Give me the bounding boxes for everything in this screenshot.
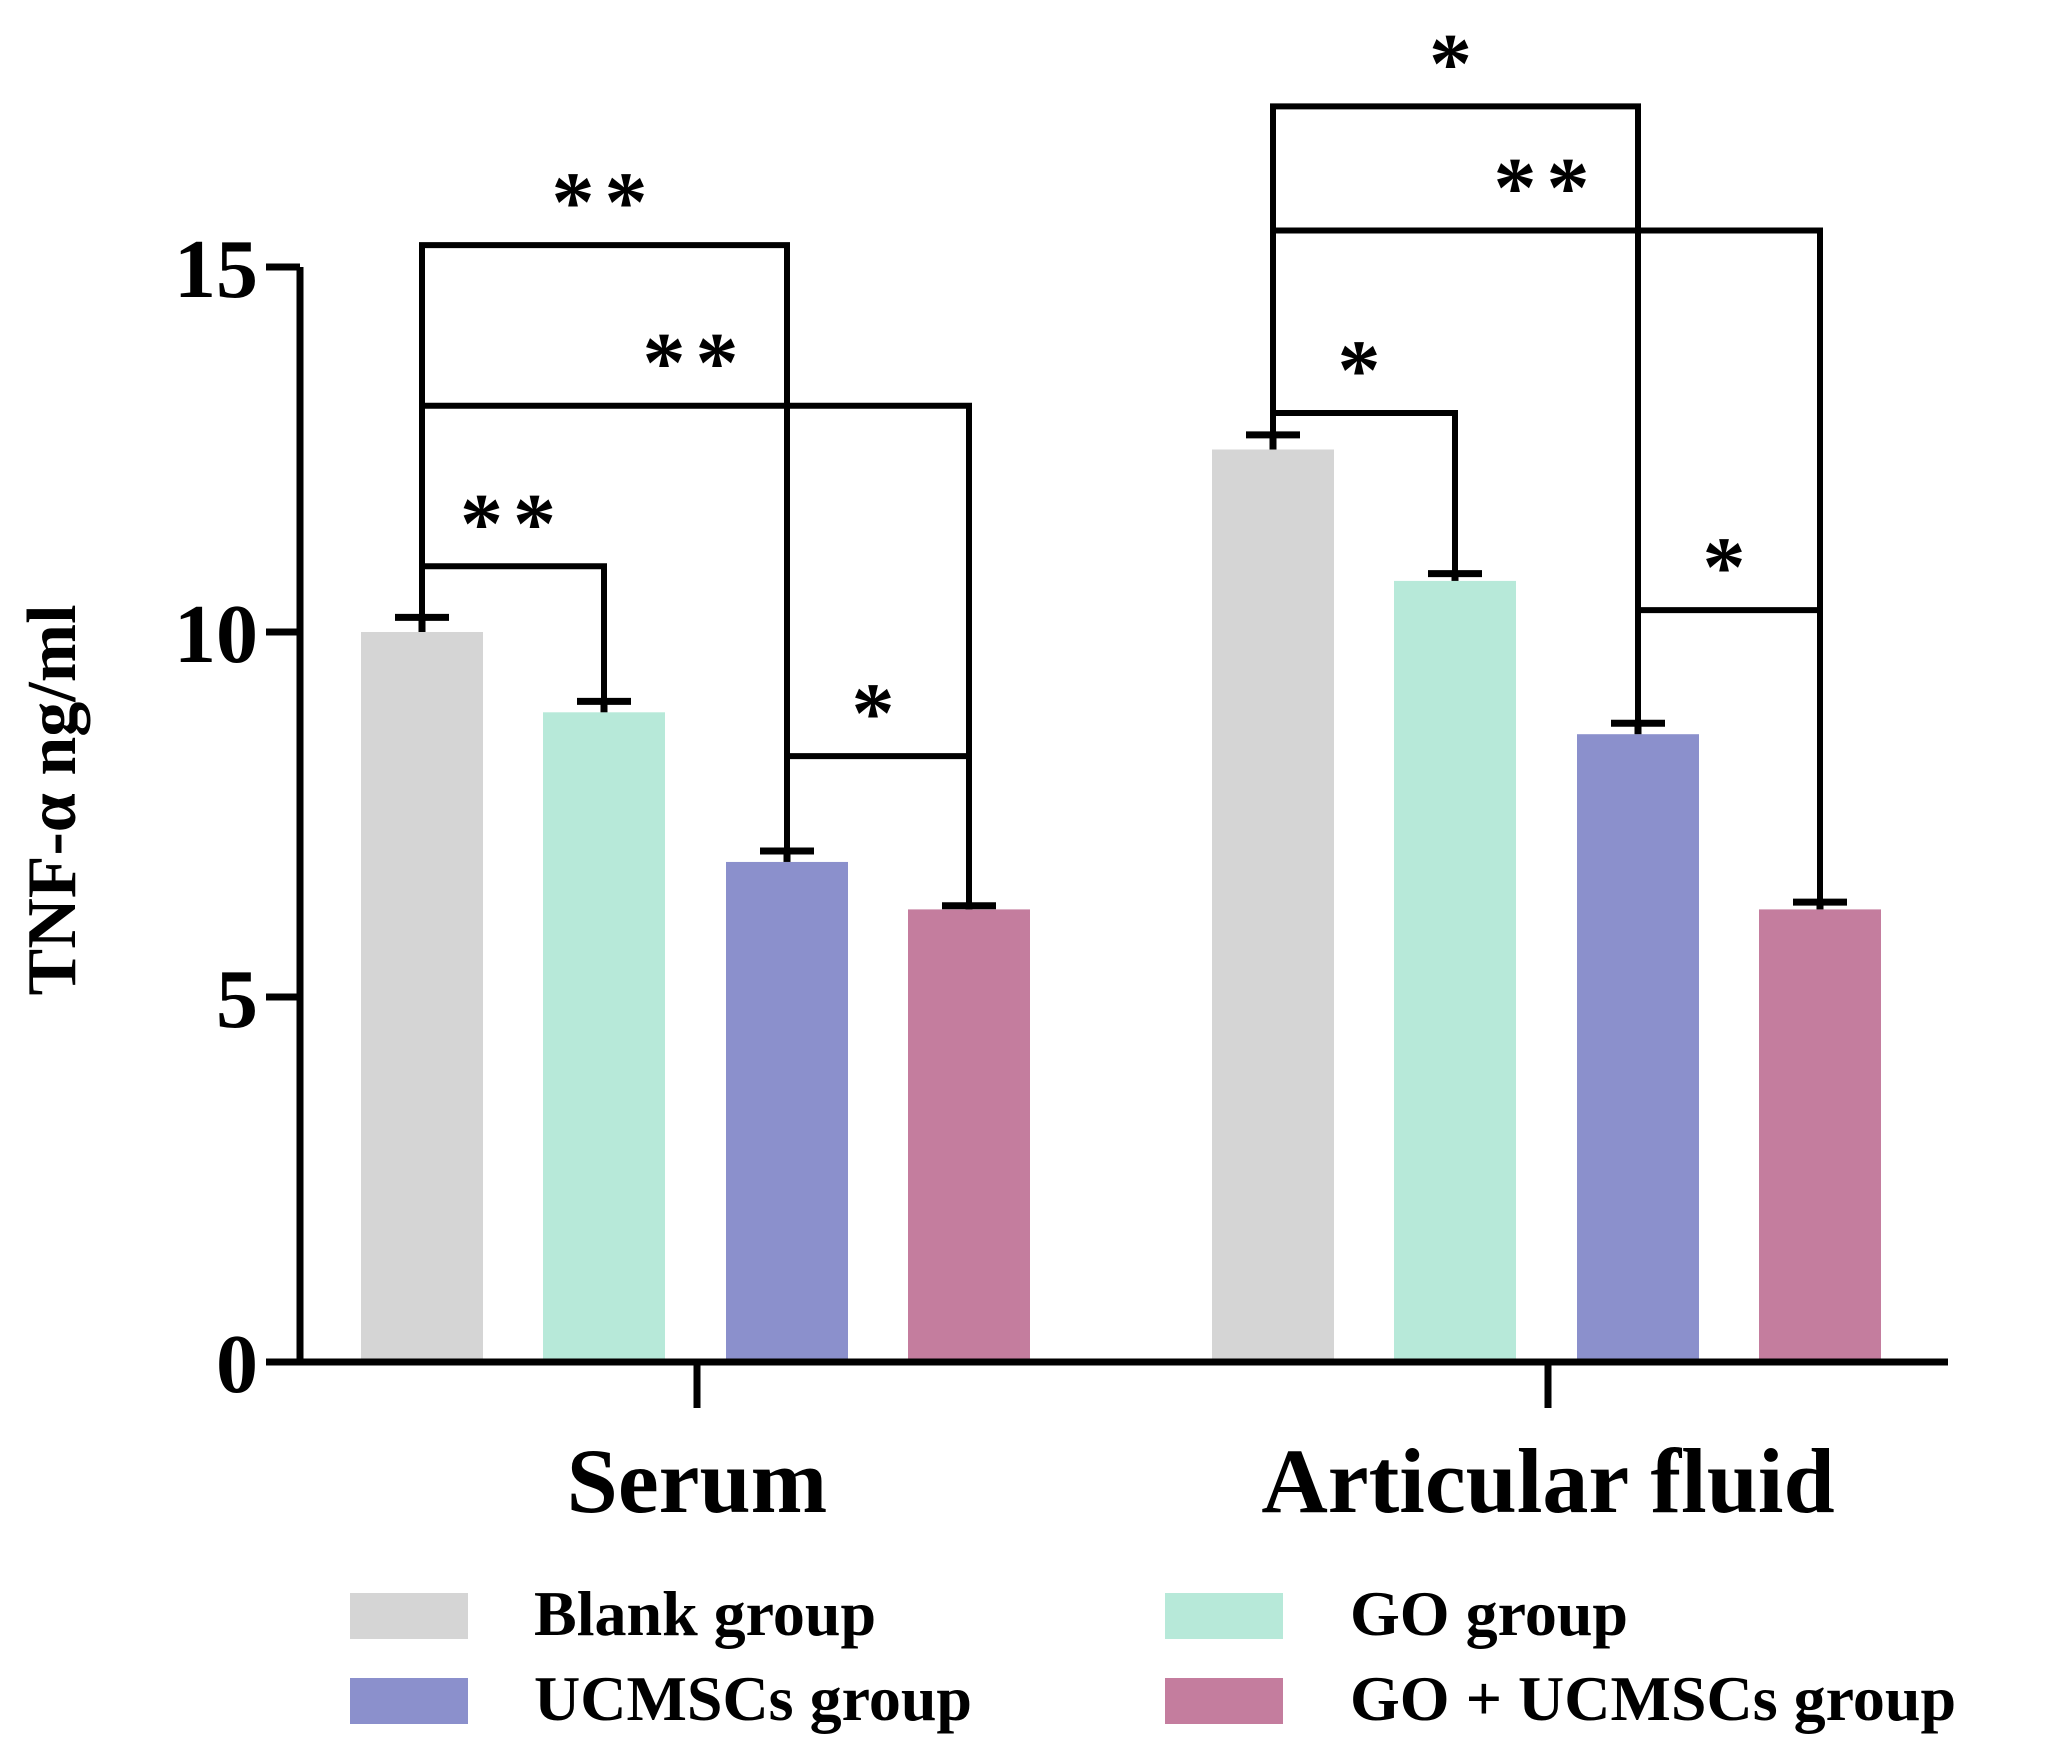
bar-2-1: [1577, 734, 1699, 1362]
significance-bracket-2: [419, 242, 790, 851]
significance-label-1: **: [643, 315, 749, 411]
significance-label-3: *: [852, 665, 905, 761]
significance-label-0: **: [460, 475, 566, 571]
legend-label-0: Blank group: [534, 1578, 876, 1649]
legend-label-2: UCMSCs group: [534, 1663, 972, 1734]
legend-swatch-2: [350, 1678, 468, 1724]
y-tick-label-3: 15: [174, 223, 258, 316]
significance-label-5: **: [1494, 140, 1600, 236]
x-category-label-0: Serum: [567, 1430, 828, 1532]
significance-label-4: *: [1338, 322, 1391, 418]
significance-bracket-3: [784, 753, 972, 906]
legend-swatch-1: [1165, 1593, 1283, 1639]
bar-2-0: [726, 861, 848, 1362]
legend-swatch-3: [1165, 1678, 1283, 1724]
legend-label-3: GO + UCMSCs group: [1350, 1663, 1956, 1734]
legend-swatch-0: [350, 1593, 468, 1639]
bar-0-0: [361, 632, 483, 1362]
significance-label-2: **: [552, 154, 658, 250]
bar-1-0: [543, 712, 665, 1362]
x-category-label-1: Articular fluid: [1261, 1430, 1834, 1532]
bar-3-0: [908, 909, 1030, 1362]
significance-label-6: *: [1429, 15, 1482, 111]
y-tick-label-2: 10: [174, 588, 258, 681]
significance-bracket-7: [1635, 607, 1823, 903]
y-tick-label-1: 5: [216, 953, 258, 1046]
bar-1-1: [1394, 580, 1516, 1362]
legend-label-1: GO group: [1350, 1578, 1628, 1649]
bar-0-1: [1212, 449, 1334, 1362]
bar-3-1: [1759, 909, 1881, 1362]
y-tick-label-0: 0: [216, 1318, 258, 1411]
significance-label-7: *: [1703, 519, 1756, 615]
y-axis-label: TNF-α ng/ml: [14, 604, 91, 995]
significance-bracket-6: [1270, 103, 1641, 724]
